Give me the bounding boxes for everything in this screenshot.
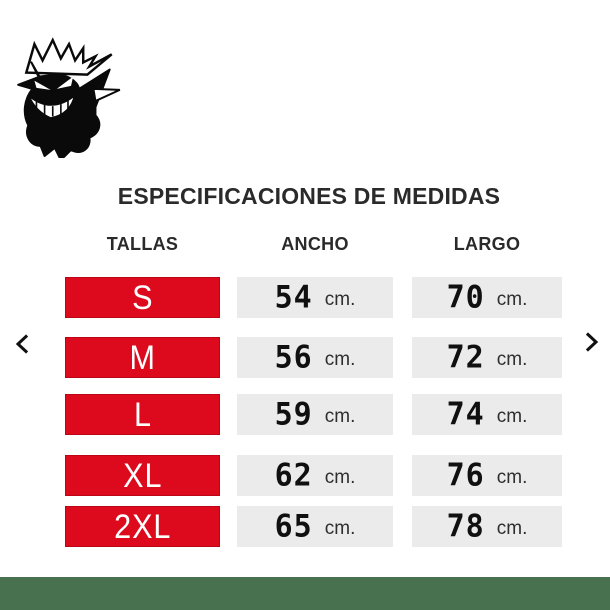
- measurement-unit: cm.: [324, 406, 356, 427]
- measurement-number: 70: [446, 278, 485, 316]
- table-row: 2XL 65 cm. 78 cm.: [0, 506, 610, 547]
- size-badge: L: [65, 394, 220, 435]
- chevron-right-icon: [585, 332, 599, 352]
- largo-value-box: 76 cm.: [412, 455, 562, 496]
- table-row: XL 62 cm. 76 cm.: [0, 455, 610, 496]
- ancho-value-box: 59 cm.: [237, 394, 393, 435]
- measurement-unit: cm.: [496, 518, 528, 539]
- page-title: ESPECIFICACIONES DE MEDIDAS: [117, 183, 501, 209]
- measurement-number: 72: [446, 338, 485, 376]
- size-label: L: [133, 395, 152, 434]
- measurement-unit: cm.: [496, 406, 528, 427]
- ancho-value-box: 65 cm.: [237, 506, 393, 547]
- table-row: S 54 cm. 70 cm.: [0, 277, 610, 318]
- next-arrow-button[interactable]: [584, 332, 600, 352]
- largo-value-box: 72 cm.: [412, 337, 562, 378]
- table-row: L 59 cm. 74 cm.: [0, 394, 610, 435]
- size-badge: XL: [65, 455, 220, 496]
- measurement-number: 54: [274, 278, 313, 316]
- largo-value-box: 78 cm.: [412, 506, 562, 547]
- table-row: M 56 cm. 72 cm.: [0, 337, 610, 378]
- footer-band: [0, 577, 610, 610]
- ancho-value-box: 62 cm.: [237, 455, 393, 496]
- prev-arrow-button[interactable]: [14, 334, 30, 354]
- size-label: 2XL: [113, 507, 172, 546]
- size-badge: S: [65, 277, 220, 318]
- measurement-number: 56: [274, 338, 313, 376]
- column-header-largo: LARGO: [453, 234, 521, 254]
- size-badge: 2XL: [65, 506, 220, 547]
- measurement-unit: cm.: [324, 518, 356, 539]
- measurement-number: 78: [446, 507, 485, 545]
- measurement-unit: cm.: [496, 349, 528, 370]
- measurement-unit: cm.: [324, 467, 356, 488]
- largo-value-box: 70 cm.: [412, 277, 562, 318]
- ancho-value-box: 56 cm.: [237, 337, 393, 378]
- largo-value-box: 74 cm.: [412, 394, 562, 435]
- column-header-ancho: ANCHO: [281, 234, 349, 254]
- measurement-unit: cm.: [324, 349, 356, 370]
- measurement-number: 74: [446, 395, 485, 433]
- size-label: S: [131, 278, 154, 317]
- measurement-unit: cm.: [324, 289, 356, 310]
- chevron-left-icon: [15, 334, 29, 354]
- size-label: M: [129, 338, 156, 377]
- column-header-tallas: TALLAS: [106, 234, 179, 254]
- size-label: XL: [122, 456, 163, 495]
- measurement-number: 65: [274, 507, 313, 545]
- measurement-number: 59: [274, 395, 313, 433]
- measurement-unit: cm.: [496, 289, 528, 310]
- measurement-number: 76: [446, 456, 485, 494]
- ancho-value-box: 54 cm.: [237, 277, 393, 318]
- size-badge: M: [65, 337, 220, 378]
- measurement-unit: cm.: [496, 467, 528, 488]
- gengar-logo-icon: [17, 37, 121, 158]
- measurement-number: 62: [274, 456, 313, 494]
